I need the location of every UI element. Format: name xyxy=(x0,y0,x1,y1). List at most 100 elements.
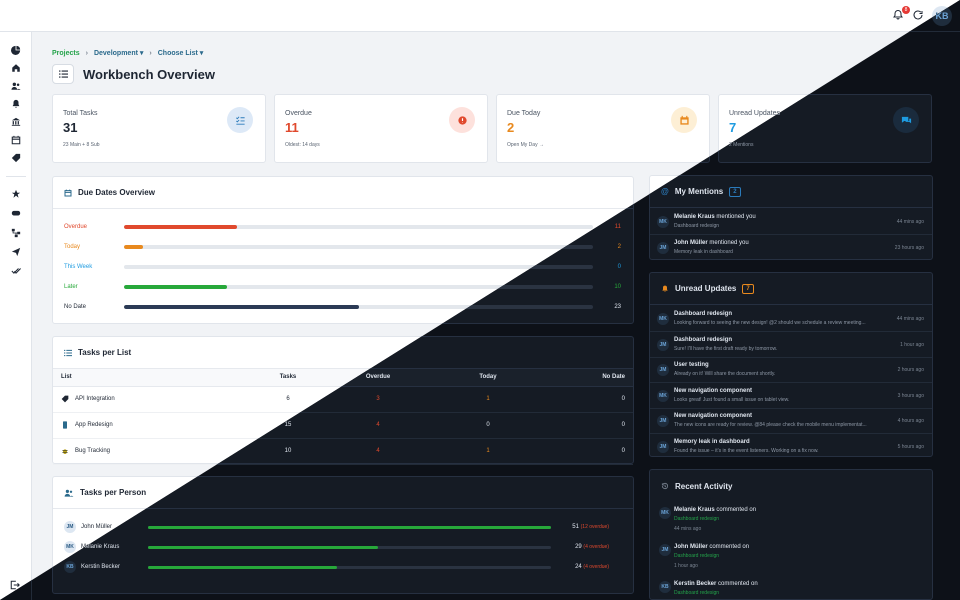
list-icon xyxy=(58,70,68,78)
due-row: Today 2 xyxy=(64,241,621,253)
unread-item[interactable]: JM New navigation component The new icon… xyxy=(650,408,932,434)
sidebar-item-reports[interactable] xyxy=(10,116,22,128)
unread-item[interactable]: MK Dashboard redesign Looking forward to… xyxy=(650,306,932,332)
mention-item[interactable]: MK Melanie Kraus mentioned you Dashboard… xyxy=(650,209,932,235)
person-row: MK Melanie Kraus 29 (4 overdue) xyxy=(64,540,621,554)
stat-icon-bubble xyxy=(671,107,697,133)
mentions-count-badge: 2 xyxy=(729,186,741,197)
mention-item[interactable]: JM John Müller mentioned you Memory leak… xyxy=(650,235,932,261)
sidebar-item-dashboard[interactable] xyxy=(10,44,22,56)
today-count: 0 xyxy=(433,412,543,439)
unread-title: Dashboard redesign xyxy=(674,311,733,317)
stat-card-due-today[interactable]: Due Today 2 Open My Day → xyxy=(496,94,710,163)
person-total: 24 (4 overdue) xyxy=(575,564,609,570)
unread-item[interactable]: JM User testing Already on it! Will shar… xyxy=(650,357,932,383)
unread-title: Dashboard redesign xyxy=(674,336,733,343)
breadcrumb-separator: › xyxy=(149,49,152,57)
unread-updates-card: Unread Updates 7 MK Dashboard redesign L… xyxy=(649,272,933,457)
breadcrumb-projects[interactable]: Projects xyxy=(52,49,80,57)
unread-item[interactable]: JM Dashboard redesign Sure! I'll have th… xyxy=(650,332,932,358)
users-icon xyxy=(64,489,74,497)
avatar: JM xyxy=(657,338,669,351)
breadcrumb-choose-list[interactable]: Choose List ▾ xyxy=(157,50,204,57)
notification-button[interactable]: 8 xyxy=(892,6,910,23)
sidebar-item-tags[interactable] xyxy=(10,152,22,164)
mobile-icon xyxy=(63,421,67,429)
sidebar-item-workflow[interactable] xyxy=(10,227,22,239)
activity-link[interactable]: Dashboard redesign xyxy=(674,590,720,596)
due-row-value: 11 xyxy=(614,224,621,230)
list-name[interactable]: API Integration xyxy=(75,396,115,402)
sign-out-icon xyxy=(10,580,20,590)
due-progress-fill xyxy=(124,285,228,289)
due-dates-card: Due Dates Overview Overdue 11 Today 2 This… xyxy=(52,176,634,324)
calendar-icon xyxy=(11,135,21,145)
avatar: KB xyxy=(659,581,671,593)
nodate-count: 0 xyxy=(543,438,633,465)
sidebar-item-notifications[interactable] xyxy=(10,98,22,110)
person-overdue: (4 overdue) xyxy=(583,544,609,550)
sidebar-item-done[interactable] xyxy=(10,265,22,277)
unread-item[interactable]: MK New navigation component Looks great!… xyxy=(650,383,932,409)
stat-subtext: 2 Mentions xyxy=(729,142,754,148)
activity-link[interactable]: Dashboard redesign xyxy=(674,553,720,559)
stat-card-overdue: Overdue 11 Oldest: 14 days xyxy=(274,94,488,163)
tasks-count: 10 xyxy=(253,438,323,465)
due-progress-fill xyxy=(124,225,237,229)
person-row: JM John Müller 51 (12 overdue) xyxy=(64,520,621,534)
sidebar-item-games[interactable] xyxy=(10,207,22,219)
mention-subject: Memory leak in dashboard xyxy=(674,249,733,255)
due-dates-header: Due Dates Overview xyxy=(53,177,633,209)
person-name: Kerstin Becker xyxy=(81,564,121,570)
sidebar-item-calendar[interactable] xyxy=(10,134,22,146)
unread-preview: Looking forward to seeing the new design… xyxy=(674,320,866,326)
today-count: 1 xyxy=(433,438,543,465)
unread-item[interactable]: JM Memory leak in dashboard Found the is… xyxy=(650,434,932,460)
person-progress-fill xyxy=(148,525,551,529)
stat-subtext[interactable]: Open My Day → xyxy=(507,142,544,148)
nodate-count: 0 xyxy=(543,412,633,439)
today-count: 1 xyxy=(433,386,543,413)
unread-preview: Sure! I'll have the first draft ready by… xyxy=(674,345,778,352)
breadcrumb-development[interactable]: Development ▾ xyxy=(93,50,144,57)
mentions-title: My Mentions xyxy=(674,187,724,196)
activity-item: MK Melanie Kraus commented on Dashboard … xyxy=(659,507,756,532)
unread-preview: Already on it! Will share the document s… xyxy=(674,371,776,377)
due-row-label: This Week xyxy=(64,264,93,270)
logout-button[interactable] xyxy=(10,580,22,592)
avatar: MK xyxy=(657,216,669,228)
list-name[interactable]: App Redesign xyxy=(75,422,113,428)
unread-title: New navigation component xyxy=(674,387,753,394)
due-progress-fill xyxy=(124,245,143,249)
unread-updates-header: Unread Updates 7 xyxy=(650,273,932,305)
avatar: MK xyxy=(657,389,669,402)
person-progress-track xyxy=(148,565,551,569)
person-overdue: (4 overdue) xyxy=(583,564,609,570)
page-title: Workbench Overview xyxy=(83,67,215,82)
refresh-button[interactable] xyxy=(912,9,926,23)
stat-value: 31 xyxy=(63,120,78,135)
menu-toggle-button[interactable] xyxy=(52,64,74,84)
due-progress-track xyxy=(124,285,593,289)
avatar: KB xyxy=(64,561,76,573)
sidebar-item-send[interactable] xyxy=(10,246,22,258)
sidebar-item-home[interactable] xyxy=(10,62,22,74)
sidebar-item-team[interactable] xyxy=(10,80,22,92)
column-header: No Date xyxy=(543,369,633,387)
stat-label: Overdue xyxy=(285,110,312,117)
list-name[interactable]: Bug Tracking xyxy=(75,448,111,454)
stat-value: 7 xyxy=(729,120,737,135)
list-check-icon xyxy=(235,116,245,125)
nodate-count: 0 xyxy=(543,386,633,413)
due-progress-track xyxy=(124,305,593,309)
avatar: JM xyxy=(657,415,669,427)
due-row-value: 0 xyxy=(617,264,621,270)
calendar-icon xyxy=(64,189,72,196)
tag-icon xyxy=(61,395,69,403)
stat-label: Total Tasks xyxy=(63,110,98,117)
due-row-label: No Date xyxy=(64,304,87,310)
activity-link[interactable]: Dashboard redesign xyxy=(674,516,720,522)
sidebar-item-favorites[interactable] xyxy=(10,188,22,200)
unread-time: 1 hour ago xyxy=(900,341,924,348)
mention-time: 44 mins ago xyxy=(896,219,924,225)
